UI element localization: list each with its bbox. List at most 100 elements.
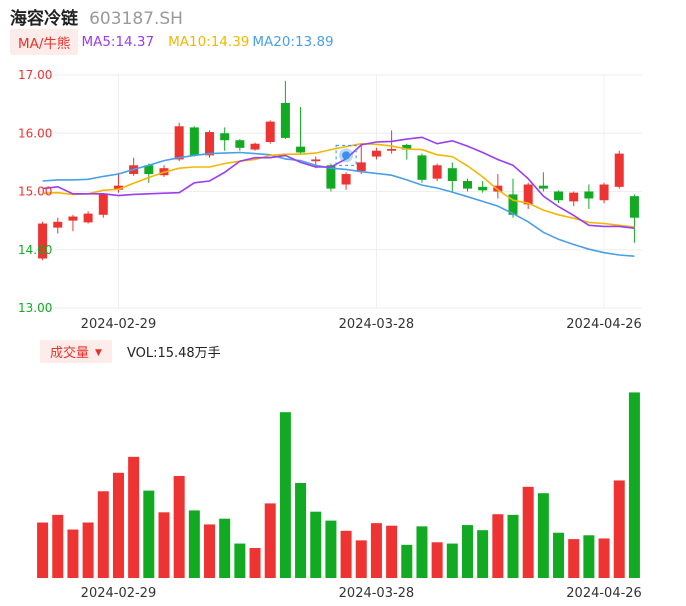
volume-bar — [522, 486, 534, 578]
candle-body — [462, 181, 472, 189]
volume-indicator-label: 成交量 — [50, 345, 90, 361]
candle-body — [493, 185, 503, 192]
price-date-label: 2024-02-29 — [81, 317, 157, 332]
date-axis: 2024-02-29 2024-03-28 2024-04-26 2024-02-29… — [81, 317, 642, 601]
candle-body — [326, 165, 336, 189]
volume-bar — [325, 520, 337, 578]
volume-bar — [234, 543, 246, 578]
candle — [629, 194, 639, 243]
candle-body — [478, 186, 488, 191]
candle — [523, 182, 533, 209]
volume-bar — [249, 548, 261, 578]
volume-date-label: 2024-02-29 — [81, 586, 157, 601]
candle-body — [447, 168, 457, 182]
candle — [235, 139, 245, 151]
price-tick-label: 15.00 — [18, 185, 52, 199]
candle — [371, 147, 381, 160]
ma20-line — [42, 151, 635, 257]
candle — [53, 217, 63, 234]
candle — [614, 150, 624, 189]
candle-body — [371, 150, 381, 157]
volume-indicator-selector[interactable]: 成交量 ▼ — [40, 339, 112, 363]
price-tick-label: 17.00 — [18, 68, 52, 82]
moving-average-lines — [42, 136, 635, 257]
candle — [462, 178, 472, 192]
marker-dot — [342, 151, 351, 160]
price-tick-label: 16.00 — [18, 126, 52, 140]
price-date-label: 2024-03-28 — [339, 317, 415, 332]
volume-bar — [310, 511, 322, 578]
volume-bar — [128, 456, 140, 578]
candle — [554, 190, 564, 204]
candle-body — [599, 184, 609, 201]
volume-bar — [264, 503, 276, 578]
candle-body — [554, 191, 564, 201]
candle-body — [98, 194, 108, 215]
candle — [356, 143, 366, 175]
volume-bar — [537, 493, 549, 578]
candle — [83, 211, 93, 224]
volume-bar — [52, 514, 64, 578]
candle-body — [584, 191, 594, 199]
candle-body — [174, 126, 184, 160]
ma5-line — [42, 136, 635, 229]
candle-body — [280, 102, 290, 138]
volume-value: VOL:15.48万手 — [126, 345, 221, 361]
candle-body — [296, 146, 306, 153]
caret-down-icon: ▼ — [95, 347, 102, 358]
candle — [280, 80, 290, 140]
candle — [220, 127, 230, 151]
candle-body — [387, 148, 397, 151]
candle — [265, 120, 275, 144]
candle — [493, 174, 503, 199]
candle — [569, 191, 579, 207]
volume-bar — [613, 480, 625, 578]
volume-bar — [477, 530, 489, 578]
candle — [478, 181, 488, 193]
price-date-label: 2024-04-26 — [566, 317, 642, 332]
volume-bar — [386, 525, 398, 578]
volume-bar — [219, 518, 231, 578]
candle-body — [508, 194, 518, 215]
volume-bar — [401, 544, 413, 578]
volume-bar — [568, 539, 580, 578]
candle-body — [220, 133, 230, 141]
ma20-legend: MA20:13.89 — [252, 34, 334, 50]
stock-name: 海容冷链 — [10, 9, 78, 29]
candle — [508, 178, 518, 218]
candle — [189, 126, 199, 157]
candle — [296, 107, 306, 154]
volume-bar — [143, 490, 155, 578]
candle — [341, 172, 351, 190]
candle — [417, 153, 427, 183]
ma5-legend: MA5:14.37 — [81, 34, 155, 50]
volume-bar — [461, 525, 473, 578]
price-tick-label: 14.00 — [18, 243, 52, 257]
volume-bar — [553, 532, 565, 578]
current-marker — [335, 144, 357, 166]
candle — [250, 142, 260, 151]
volume-bar — [279, 412, 291, 578]
price-grid — [35, 74, 642, 309]
volume-bar — [492, 514, 504, 578]
candle-body — [53, 221, 63, 228]
candle-body — [629, 196, 639, 218]
candle-body — [311, 159, 321, 162]
ma-mode-selector[interactable]: MA/牛熊 — [10, 29, 79, 55]
price-tick-label: 13.00 — [18, 301, 52, 315]
volume-bar — [370, 523, 382, 578]
candle-body — [205, 132, 215, 156]
volume-bar — [82, 522, 94, 578]
candle-body — [113, 185, 123, 190]
candle — [402, 143, 412, 160]
ma10-line — [42, 142, 635, 228]
candle-body — [356, 162, 366, 172]
candle-body — [569, 192, 579, 202]
candle — [98, 193, 108, 218]
volume-bar — [431, 542, 443, 578]
candle-body — [417, 155, 427, 180]
volume-bar — [416, 526, 428, 578]
ma-legend: MA/牛熊 MA5:14.37 MA10:14.39 MA20:13.89 — [10, 29, 334, 55]
volume-bar — [188, 510, 200, 578]
